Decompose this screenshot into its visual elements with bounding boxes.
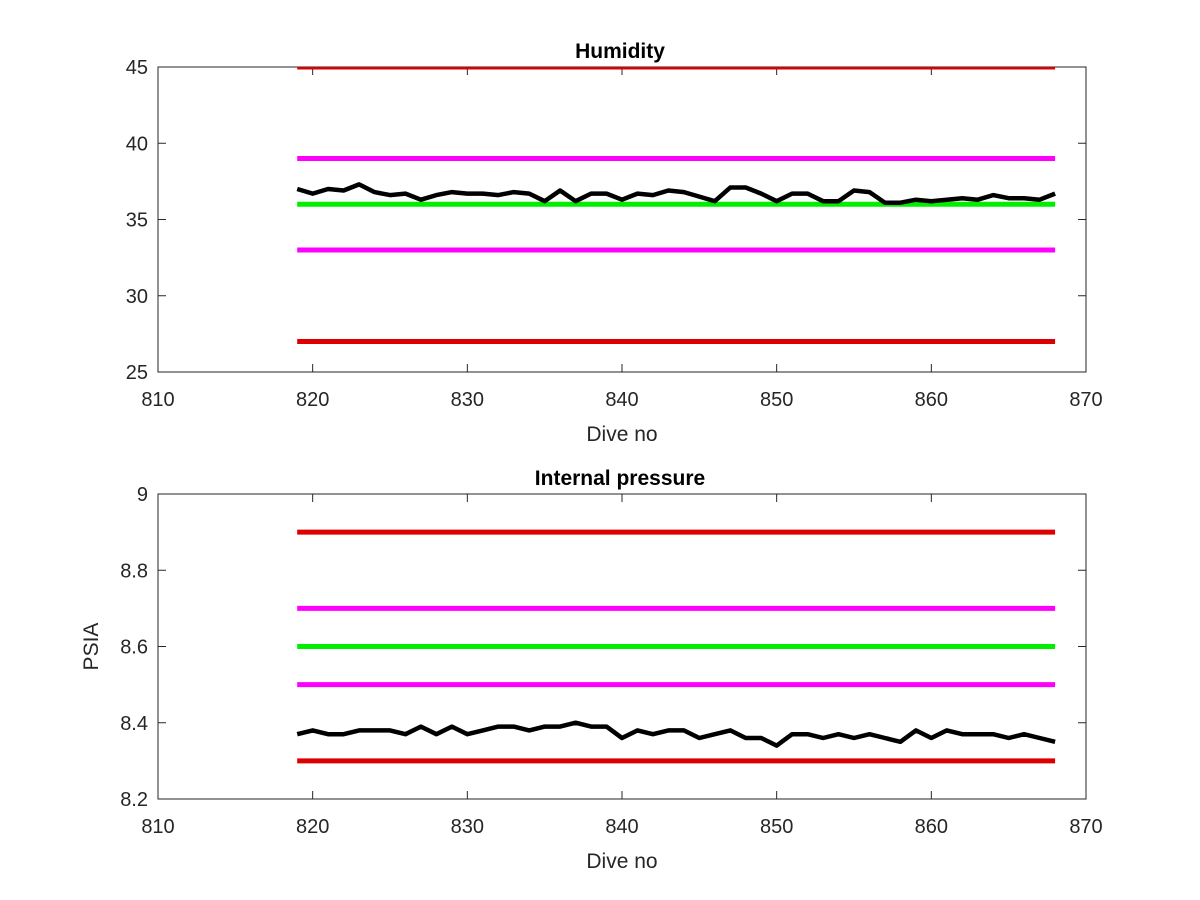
- humidity-ytick-label: 25: [126, 362, 148, 384]
- internal-pressure-xlabel: Dive no: [586, 850, 657, 873]
- humidity-ytick-label: 45: [126, 57, 148, 79]
- internal-pressure-xtick-label: 870: [1069, 816, 1102, 838]
- humidity-title: Humidity: [575, 40, 665, 63]
- internal-pressure-ytick-label: 8.8: [120, 560, 148, 582]
- internal-pressure-title: Internal pressure: [535, 467, 705, 490]
- humidity-xtick-label: 860: [915, 389, 948, 411]
- internal-pressure-series-line-5: [296, 720, 1056, 748]
- humidity-ytick-label: 35: [126, 210, 148, 232]
- internal-pressure-xtick-label: 820: [296, 816, 329, 838]
- internal-pressure-ytick-label: 9: [137, 484, 148, 506]
- internal-pressure-ytick-label: 8.4: [120, 713, 148, 735]
- internal-pressure-ylabel: PSIA: [80, 623, 103, 671]
- humidity-axes-box: [157, 66, 1087, 373]
- humidity-xtick-label: 810: [141, 389, 174, 411]
- internal-pressure-xtick-label: 860: [915, 816, 948, 838]
- internal-pressure-panel: Internal pressure 810 820 830 840 850 860 870 8…: [80, 467, 1103, 873]
- humidity-xlabel: Dive no: [586, 423, 657, 446]
- humidity-ytick-label: 30: [126, 286, 148, 308]
- humidity-ytick-label: 40: [126, 133, 148, 155]
- humidity-xtick-label: 830: [451, 389, 484, 411]
- humidity-xtick-label: 840: [605, 389, 638, 411]
- humidity-xtick-label: 850: [760, 389, 793, 411]
- internal-pressure-xtick-label: 810: [141, 816, 174, 838]
- internal-pressure-xtick-label: 850: [760, 816, 793, 838]
- internal-pressure-xtick-label: 840: [605, 816, 638, 838]
- humidity-xtick-label: 820: [296, 389, 329, 411]
- internal-pressure-ytick-label: 8.2: [120, 789, 148, 811]
- humidity-series-line-5: [296, 182, 1056, 205]
- humidity-xtick-label: 870: [1069, 389, 1102, 411]
- internal-pressure-xtick-label: 830: [451, 816, 484, 838]
- humidity-panel: Humidity 810 820 830 840 850 860 870 25 30 35 40 45…: [126, 40, 1103, 446]
- internal-pressure-ytick-label: 8.6: [120, 637, 148, 659]
